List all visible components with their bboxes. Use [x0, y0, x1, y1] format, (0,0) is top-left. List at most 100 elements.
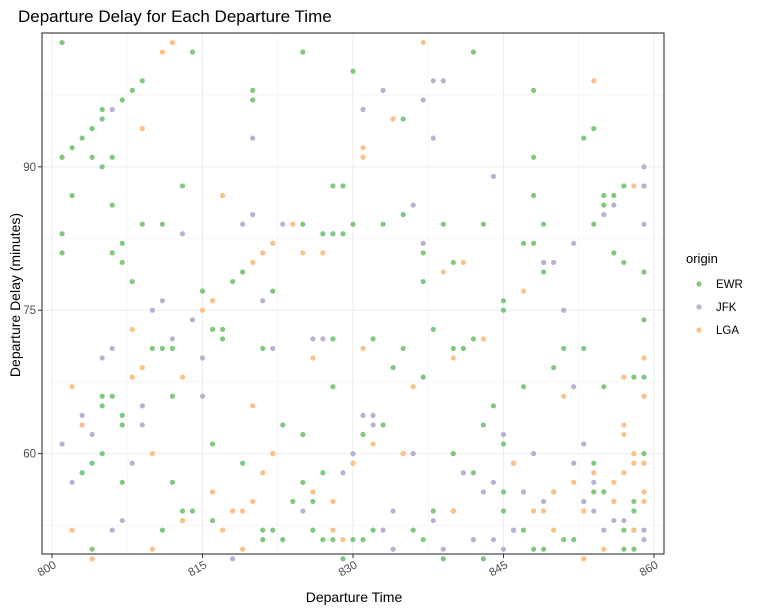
point-ewr	[490, 403, 497, 409]
point-ewr	[350, 221, 356, 227]
point-jfk	[260, 298, 266, 304]
point-jfk	[641, 183, 647, 189]
chart-title: Departure Delay for Each Departure Time	[18, 7, 332, 26]
point-lga	[219, 527, 226, 533]
point-lga	[561, 393, 567, 399]
point-ewr	[450, 345, 456, 352]
point-ewr	[500, 298, 507, 304]
point-lga	[641, 489, 647, 495]
point-jfk	[500, 546, 507, 552]
point-ewr	[500, 489, 507, 495]
point-ewr	[219, 336, 226, 342]
point-ewr	[109, 202, 115, 208]
point-lga	[310, 355, 316, 361]
point-lga	[260, 470, 266, 476]
point-ewr	[280, 422, 286, 428]
point-jfk	[430, 517, 436, 524]
point-jfk	[179, 231, 186, 237]
point-jfk	[159, 298, 165, 304]
point-ewr	[551, 364, 557, 371]
point-ewr	[260, 527, 266, 533]
point-ewr	[400, 212, 406, 218]
point-lga	[139, 364, 145, 371]
point-lga	[420, 39, 426, 46]
point-lga	[621, 470, 627, 476]
point-ewr	[420, 278, 426, 285]
point-jfk	[440, 546, 446, 552]
point-lga	[350, 460, 356, 466]
point-ewr	[89, 154, 95, 160]
point-jfk	[611, 517, 617, 524]
point-ewr	[500, 441, 507, 447]
point-lga	[581, 508, 587, 514]
point-lga	[591, 78, 597, 84]
point-lga	[480, 336, 487, 342]
point-lga	[390, 116, 396, 122]
point-ewr	[470, 470, 476, 476]
point-jfk	[240, 221, 246, 227]
point-ewr	[119, 479, 125, 485]
point-ewr	[139, 78, 145, 84]
point-jfk	[129, 460, 135, 466]
point-ewr	[300, 221, 306, 227]
point-lga	[290, 221, 296, 227]
legend: origin EWR JFK LGA	[686, 251, 743, 337]
point-jfk	[490, 173, 497, 179]
point-jfk	[310, 336, 316, 342]
point-lga	[611, 498, 617, 505]
point-ewr	[601, 202, 607, 208]
point-ewr	[139, 221, 145, 227]
point-ewr	[470, 336, 476, 342]
point-ewr	[390, 364, 396, 371]
point-lga	[370, 441, 376, 447]
point-jfk	[390, 508, 396, 514]
point-ewr	[591, 125, 597, 132]
point-lga	[270, 240, 276, 246]
point-ewr	[169, 479, 176, 485]
point-ewr	[119, 412, 125, 418]
point-ewr	[109, 154, 115, 160]
point-ewr	[621, 546, 627, 552]
point-jfk	[641, 164, 647, 170]
point-jfk	[99, 355, 105, 361]
point-ewr	[561, 345, 567, 352]
point-jfk	[430, 78, 436, 84]
point-jfk	[250, 212, 256, 218]
point-jfk	[59, 441, 65, 447]
point-ewr	[119, 97, 125, 103]
point-ewr	[230, 278, 236, 285]
point-ewr	[621, 527, 627, 533]
point-jfk	[490, 537, 497, 543]
point-lga	[129, 326, 135, 332]
point-jfk	[571, 460, 577, 466]
point-ewr	[260, 537, 266, 543]
point-lga	[460, 259, 466, 266]
point-ewr	[340, 183, 346, 189]
point-ewr	[189, 508, 196, 514]
point-lga	[250, 259, 256, 266]
point-ewr	[169, 393, 176, 399]
point-ewr	[300, 49, 306, 55]
point-lga	[219, 192, 226, 199]
point-jfk	[561, 307, 567, 313]
point-lga	[149, 451, 155, 457]
point-ewr	[430, 326, 436, 332]
point-lga	[209, 489, 216, 495]
point-jfk	[280, 221, 286, 227]
point-jfk	[109, 345, 115, 352]
point-ewr	[179, 183, 186, 189]
point-lga	[541, 508, 547, 514]
point-ewr	[109, 250, 115, 256]
point-ewr	[159, 221, 165, 227]
point-ewr	[430, 508, 436, 514]
x-tick-label: 845	[487, 559, 510, 579]
point-ewr	[530, 192, 537, 199]
point-lga	[139, 125, 145, 132]
point-lga	[631, 451, 637, 457]
point-jfk	[109, 527, 115, 533]
point-ewr	[480, 221, 487, 227]
legend-label-ewr: EWR	[716, 279, 743, 291]
point-ewr	[340, 556, 346, 562]
point-ewr	[99, 164, 105, 170]
point-jfk	[480, 489, 487, 495]
